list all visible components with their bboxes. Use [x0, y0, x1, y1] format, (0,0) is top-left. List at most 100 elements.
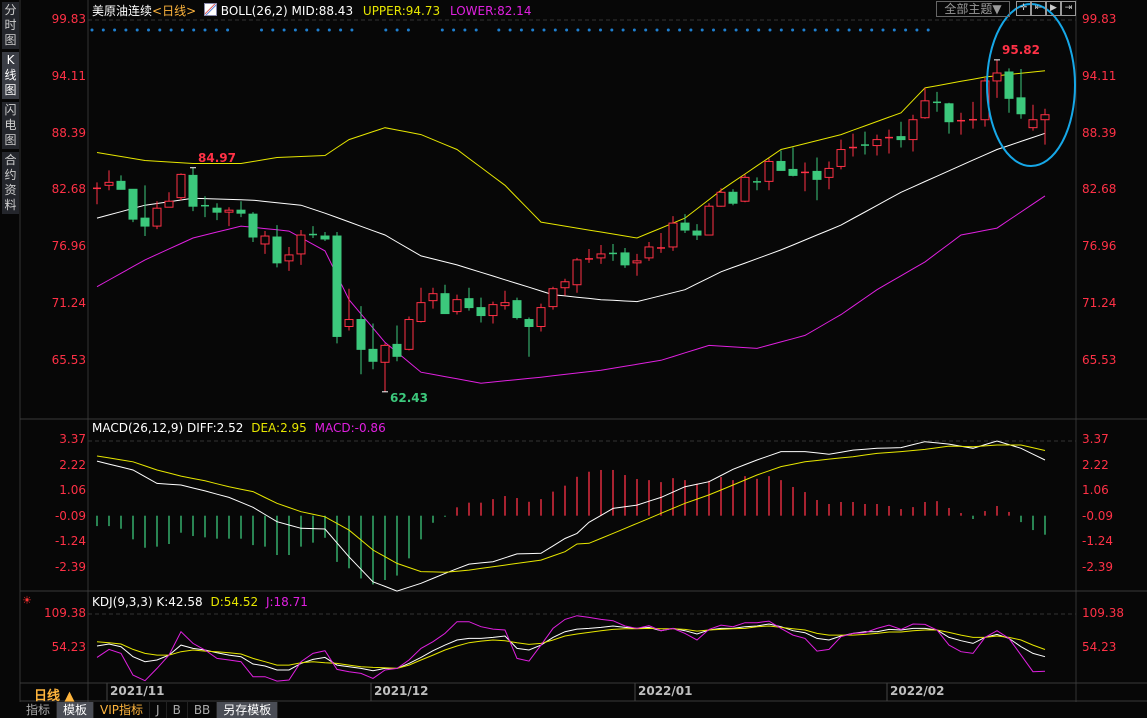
macd-tick-left: 3.37	[59, 432, 86, 447]
kdj-legend: KDJ(9,3,3) K:42.58 D:54.52 J:18.71	[92, 595, 308, 609]
bottom-tab[interactable]: VIP指标	[94, 702, 151, 718]
macd-dea: DEA:2.95	[251, 421, 307, 435]
event-dot	[723, 28, 727, 32]
event-dot	[147, 28, 150, 32]
price-tick-left: 94.11	[51, 68, 86, 83]
candle-body	[500, 302, 510, 307]
price-tick-left: 88.39	[51, 125, 86, 140]
candle-body	[296, 234, 306, 255]
candle-body	[740, 176, 750, 202]
tab-contract-info[interactable]: 合约资料	[2, 152, 19, 214]
candle-up	[452, 294, 462, 315]
candle-body	[224, 209, 234, 213]
event-dot	[802, 28, 806, 32]
bottom-tab[interactable]: 指标	[20, 702, 58, 718]
view-sidebar: 分时图 K线图 闪电图 合约资料	[2, 2, 19, 217]
event-dot	[135, 28, 139, 32]
candle-up	[224, 207, 234, 227]
candle-up	[716, 188, 726, 207]
candle-up	[824, 161, 834, 190]
candle-up	[764, 158, 774, 191]
candle-body	[824, 167, 834, 178]
event-dot	[260, 28, 263, 32]
price-tick-left: 65.53	[51, 352, 86, 367]
macd-tick-left: 2.22	[59, 457, 86, 472]
settings-sun-icon[interactable]: ☀	[22, 594, 32, 607]
event-dot	[214, 28, 218, 32]
candle-body	[476, 307, 486, 317]
play-icon[interactable]: ▶	[1046, 1, 1061, 16]
zoom-range-icon[interactable]: ⇤	[1031, 1, 1046, 16]
candle-body	[716, 191, 726, 207]
high-price-label: 84.97	[198, 150, 236, 165]
boll-icon[interactable]	[203, 3, 217, 16]
candle-up	[152, 201, 162, 230]
kdj-tick-right: 109.38	[1082, 606, 1124, 621]
bottom-tab[interactable]: 另存模板	[217, 702, 279, 718]
crosshair-icon[interactable]: ✛	[1016, 1, 1031, 16]
candle-body	[368, 348, 378, 362]
candle-down	[116, 175, 126, 190]
macd-tick-right: 1.06	[1082, 483, 1109, 498]
price-tick-left: 76.96	[51, 239, 86, 254]
event-dot	[192, 28, 196, 32]
candle-body	[452, 299, 462, 313]
kdj-j: J:18.71	[265, 595, 308, 609]
price-tick-left: 82.68	[51, 182, 86, 197]
bottom-tab[interactable]: J	[150, 702, 167, 718]
candle-down	[933, 91, 941, 112]
boll-upper: UPPER:94.73	[362, 4, 441, 18]
candle-up	[885, 129, 893, 154]
event-dot	[384, 28, 388, 32]
candle-up	[969, 101, 977, 129]
candle-up	[740, 174, 750, 203]
event-dot	[666, 28, 670, 32]
event-dot	[836, 28, 840, 32]
tab-kline[interactable]: K线图	[2, 52, 19, 99]
event-dot	[892, 28, 896, 32]
tab-flash[interactable]: 闪电图	[2, 102, 19, 149]
candle-down	[896, 121, 906, 148]
candle-body	[764, 160, 774, 182]
candle-body	[920, 100, 930, 119]
candle-down	[309, 226, 317, 239]
event-dot	[553, 28, 557, 32]
candle-body	[728, 191, 738, 204]
macd-label: MACD(26,12,9)	[92, 421, 184, 435]
event-dot	[316, 28, 320, 32]
bottom-tab[interactable]: 模板	[57, 702, 95, 718]
tab-intraday[interactable]: 分时图	[2, 2, 19, 49]
candle-body	[572, 259, 582, 286]
candle-down	[128, 188, 138, 223]
candle-up	[657, 233, 665, 253]
price-tick-right: 88.39	[1082, 125, 1117, 140]
candle-up	[93, 182, 101, 205]
candle-down	[944, 102, 954, 134]
event-dot	[395, 28, 399, 32]
kdj-tick-right: 54.23	[1082, 639, 1117, 654]
candle-body	[980, 80, 990, 121]
high-price-label: 95.82	[1002, 42, 1040, 57]
bottom-tab[interactable]: B	[167, 702, 188, 718]
candle-up	[1040, 108, 1050, 145]
theme-dropdown[interactable]: 全部主题▼	[936, 1, 1010, 17]
candle-up	[404, 316, 414, 351]
kdj-label: KDJ(9,3,3)	[92, 595, 153, 609]
candle-up	[104, 170, 114, 191]
candle-down	[332, 232, 342, 344]
candle-body	[1004, 71, 1014, 99]
price-tick-right: 76.96	[1082, 239, 1117, 254]
bottom-tab[interactable]: BB	[188, 702, 218, 718]
period-selector[interactable]: 日线 ▲	[34, 689, 75, 704]
candle-body	[128, 188, 138, 220]
candle-up	[836, 139, 846, 170]
move-right-icon[interactable]: ⇥	[1061, 1, 1076, 16]
event-dot	[768, 28, 772, 32]
candle-up	[801, 162, 809, 192]
candle-body	[1016, 97, 1026, 115]
candle-up	[560, 278, 570, 296]
event-dot	[271, 28, 275, 32]
event-dot	[791, 28, 795, 32]
candle-down	[620, 247, 630, 268]
